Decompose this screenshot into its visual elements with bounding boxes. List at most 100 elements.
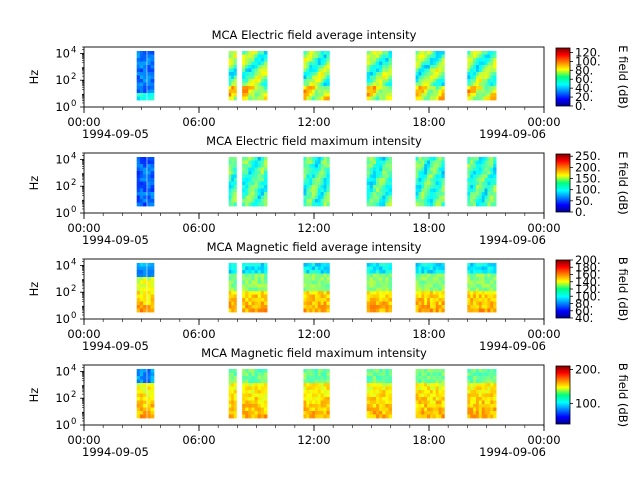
spectrogram-cell — [475, 188, 480, 193]
y-tick-exponent: 0 — [71, 311, 76, 321]
spectrogram-cell — [470, 390, 474, 394]
spectrogram-cell — [470, 298, 474, 302]
spectrogram-cell — [388, 407, 393, 412]
spectrogram-cell — [366, 379, 371, 384]
spectrogram-cell — [248, 181, 252, 186]
spectrogram-cell — [415, 51, 419, 55]
spectrogram-cell — [421, 195, 425, 200]
spectrogram-cell — [385, 305, 389, 309]
spectrogram-cell — [245, 411, 249, 415]
spectrogram-cell — [248, 164, 252, 168]
spectrogram-cell — [326, 400, 330, 405]
spectrogram-cell — [326, 280, 330, 285]
spectrogram-cell — [421, 93, 425, 97]
spectrogram-cell — [432, 305, 437, 309]
spectrogram-cell — [376, 411, 380, 415]
spectrogram-cell — [421, 280, 425, 285]
spectrogram-cell — [317, 372, 322, 377]
spectrogram-cell — [251, 54, 255, 59]
spectrogram-cell — [379, 188, 383, 193]
spectrogram-cell — [326, 199, 330, 203]
spectrogram-cell — [136, 174, 141, 179]
spectrogram-cell — [382, 393, 386, 398]
spectrogram-cell — [303, 287, 307, 292]
spectrogram-cell — [441, 400, 445, 405]
spectrogram-cell — [248, 277, 252, 281]
spectrogram-cell — [376, 386, 380, 391]
spectrogram-cell — [248, 199, 252, 203]
spectrogram-cell — [366, 411, 371, 415]
spectrogram-cell — [432, 270, 437, 274]
spectrogram-cell — [147, 369, 151, 373]
colorbar-tick-label: 100. — [575, 54, 601, 68]
spectrogram-cell — [306, 93, 310, 97]
spectrogram-cell — [263, 407, 268, 412]
spectrogram-cell — [303, 89, 307, 94]
spectrogram-cell — [136, 51, 141, 55]
spectrogram-cell — [379, 68, 383, 73]
spectrogram-cell — [242, 277, 246, 281]
spectrogram-cell — [248, 383, 252, 387]
spectrogram-cell — [385, 294, 389, 299]
spectrogram-cell — [245, 284, 249, 288]
spectrogram-cell — [263, 160, 268, 165]
spectrogram-cell — [493, 79, 497, 83]
spectrogram-cell — [251, 89, 255, 94]
spectrogram-cell — [309, 164, 313, 168]
spectrogram-cell — [490, 400, 494, 405]
spectrogram-cell — [379, 181, 383, 186]
spectrogram-cell — [326, 181, 330, 186]
spectrogram-cell — [493, 178, 497, 182]
spectrogram-cell — [312, 75, 316, 80]
spectrogram-cell — [475, 164, 480, 168]
spectrogram-cell — [150, 294, 155, 299]
spectrogram-cell — [147, 79, 151, 83]
spectrogram-cell — [263, 51, 268, 55]
spectrogram-cell — [385, 291, 389, 295]
spectrogram-cell — [369, 178, 374, 182]
spectrogram-cell — [233, 54, 237, 59]
spectrogram-cell — [139, 390, 144, 394]
spectrogram-cell — [251, 188, 255, 193]
spectrogram-cell — [136, 178, 141, 182]
spectrogram-cell — [366, 383, 371, 387]
spectrogram-cell — [260, 372, 265, 377]
spectrogram-cell — [487, 89, 491, 94]
spectrogram-cell — [372, 93, 377, 97]
spectrogram-cell — [317, 400, 322, 405]
spectrogram-cell — [366, 263, 371, 267]
data-segment — [303, 263, 330, 313]
spectrogram-cell — [481, 379, 485, 384]
spectrogram-cell — [323, 82, 327, 87]
spectrogram-cell — [429, 75, 434, 80]
spectrogram-cell — [136, 266, 141, 271]
spectrogram-cell — [139, 79, 144, 83]
spectrogram-cell — [432, 192, 437, 196]
spectrogram-cell — [421, 58, 425, 62]
spectrogram-cell — [326, 390, 330, 394]
spectrogram-cell — [248, 263, 252, 267]
spectrogram-cell — [429, 51, 434, 55]
spectrogram-cell — [493, 407, 497, 412]
spectrogram-cell — [376, 280, 380, 285]
spectrogram-cell — [429, 96, 434, 101]
spectrogram-cell — [441, 397, 445, 401]
spectrogram-cell — [379, 263, 383, 267]
spectrogram-cell — [254, 298, 259, 302]
spectrogram-cell — [260, 305, 265, 309]
spectrogram-cell — [306, 195, 310, 200]
spectrogram-cell — [248, 372, 252, 377]
spectrogram-cell — [323, 287, 327, 292]
spectrogram-cell — [306, 199, 310, 203]
spectrogram-cell — [312, 181, 316, 186]
spectrogram-cell — [231, 195, 235, 200]
spectrogram-cell — [320, 263, 324, 267]
spectrogram-cell — [385, 270, 389, 274]
spectrogram-cell — [320, 270, 324, 274]
spectrogram-cell — [470, 284, 474, 288]
spectrogram-cell — [438, 404, 442, 408]
spectrogram-cell — [481, 369, 485, 373]
spectrogram-cell — [372, 404, 377, 408]
spectrogram-cell — [366, 266, 371, 271]
spectrogram-cell — [467, 284, 471, 288]
